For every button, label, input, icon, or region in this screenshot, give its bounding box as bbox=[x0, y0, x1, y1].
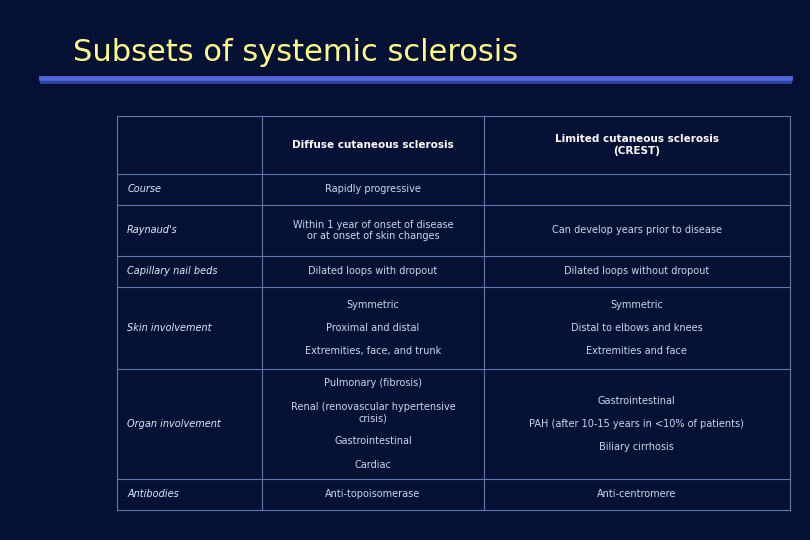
Text: Symmetric

Proximal and distal

Extremities, face, and trunk: Symmetric Proximal and distal Extremitie… bbox=[305, 300, 441, 356]
Text: Can develop years prior to disease: Can develop years prior to disease bbox=[552, 225, 722, 235]
Text: Anti-topoisomerase: Anti-topoisomerase bbox=[326, 489, 420, 500]
Text: Capillary nail beds: Capillary nail beds bbox=[127, 266, 218, 276]
Text: Dilated loops with dropout: Dilated loops with dropout bbox=[309, 266, 437, 276]
Text: Diffuse cutaneous sclerosis: Diffuse cutaneous sclerosis bbox=[292, 140, 454, 150]
Text: Organ involvement: Organ involvement bbox=[127, 419, 221, 429]
Text: Raynaud's: Raynaud's bbox=[127, 225, 178, 235]
Text: Subsets of systemic sclerosis: Subsets of systemic sclerosis bbox=[73, 38, 518, 67]
Text: Symmetric

Distal to elbows and knees

Extremities and face: Symmetric Distal to elbows and knees Ext… bbox=[571, 300, 703, 356]
Text: Anti-centromere: Anti-centromere bbox=[597, 489, 676, 500]
Text: Antibodies: Antibodies bbox=[127, 489, 179, 500]
Text: Dilated loops without dropout: Dilated loops without dropout bbox=[565, 266, 710, 276]
Text: Skin involvement: Skin involvement bbox=[127, 323, 211, 333]
Text: Gastrointestinal

PAH (after 10-15 years in <10% of patients)

Biliary cirrhosis: Gastrointestinal PAH (after 10-15 years … bbox=[530, 396, 744, 452]
Text: Pulmonary (fibrosis)

Renal (renovascular hypertensive
crisis)

Gastrointestinal: Pulmonary (fibrosis) Renal (renovascular… bbox=[291, 379, 455, 469]
Text: Within 1 year of onset of disease
or at onset of skin changes: Within 1 year of onset of disease or at … bbox=[292, 220, 454, 241]
Text: Limited cutaneous sclerosis
(CREST): Limited cutaneous sclerosis (CREST) bbox=[555, 134, 718, 156]
Text: Course: Course bbox=[127, 184, 161, 194]
Text: Rapidly progressive: Rapidly progressive bbox=[325, 184, 421, 194]
